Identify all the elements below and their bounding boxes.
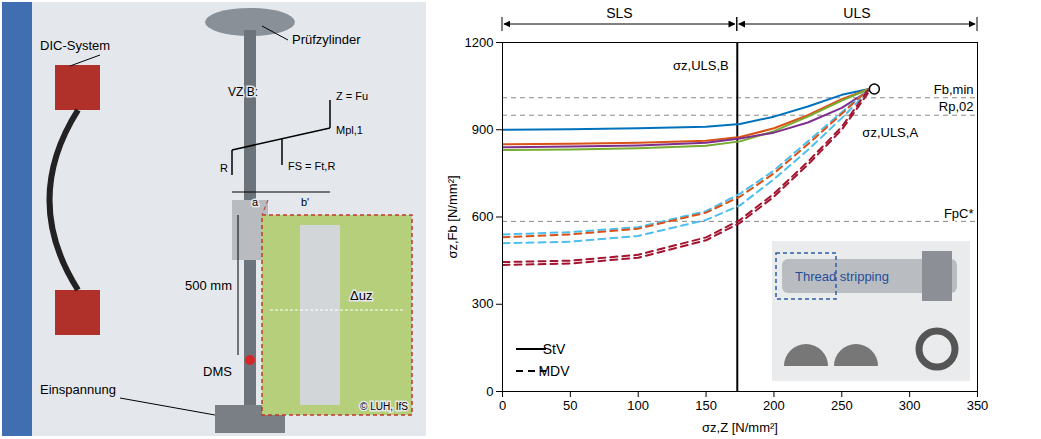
svg-text:1200: 1200: [465, 35, 494, 50]
svg-text:σz,Z [N/mm²]: σz,Z [N/mm²]: [702, 420, 778, 435]
svg-text:Einspannung: Einspannung: [40, 382, 116, 397]
svg-text:0: 0: [499, 398, 506, 413]
svg-text:300: 300: [472, 296, 494, 311]
svg-text:300: 300: [899, 398, 921, 413]
svg-text:Z = Fu: Z = Fu: [336, 90, 368, 102]
svg-text:VZ B:: VZ B:: [228, 85, 258, 99]
svg-text:© LUH, IfS: © LUH, IfS: [360, 401, 408, 412]
svg-text:Rp,02: Rp,02: [939, 99, 974, 114]
svg-text:SLS: SLS: [606, 5, 632, 21]
svg-text:R: R: [220, 162, 228, 174]
svg-text:DIC-System: DIC-System: [40, 38, 110, 53]
svg-text:900: 900: [472, 122, 494, 137]
svg-text:b': b': [301, 196, 309, 208]
svg-text:350: 350: [967, 398, 989, 413]
svg-text:σz,ULS,A: σz,ULS,A: [862, 125, 918, 140]
svg-text:FpC*: FpC*: [944, 206, 974, 221]
svg-text:Thread stripping: Thread stripping: [795, 269, 889, 284]
svg-text:σz,Fb [N/mm²]: σz,Fb [N/mm²]: [445, 175, 460, 258]
svg-text:50: 50: [563, 398, 577, 413]
svg-text:600: 600: [472, 209, 494, 224]
svg-text:σz,ULS,B: σz,ULS,B: [673, 58, 729, 73]
svg-text:100: 100: [627, 398, 649, 413]
svg-text:a: a: [252, 196, 259, 208]
svg-text:250: 250: [831, 398, 853, 413]
svg-text:Δuz: Δuz: [350, 288, 372, 303]
svg-text:StV: StV: [543, 341, 566, 357]
svg-text:MDV: MDV: [538, 363, 570, 379]
svg-text:150: 150: [695, 398, 717, 413]
svg-text:Fb,min: Fb,min: [934, 82, 974, 97]
svg-text:FS = Ft,R: FS = Ft,R: [288, 160, 335, 172]
svg-text:500 mm: 500 mm: [185, 278, 232, 293]
svg-text:200: 200: [763, 398, 785, 413]
svg-text:DMS: DMS: [203, 364, 232, 379]
svg-text:Mpl,1: Mpl,1: [336, 124, 363, 136]
svg-text:ULS: ULS: [843, 5, 870, 21]
svg-text:Prüfzylinder: Prüfzylinder: [292, 32, 361, 47]
svg-text:0: 0: [486, 384, 493, 399]
